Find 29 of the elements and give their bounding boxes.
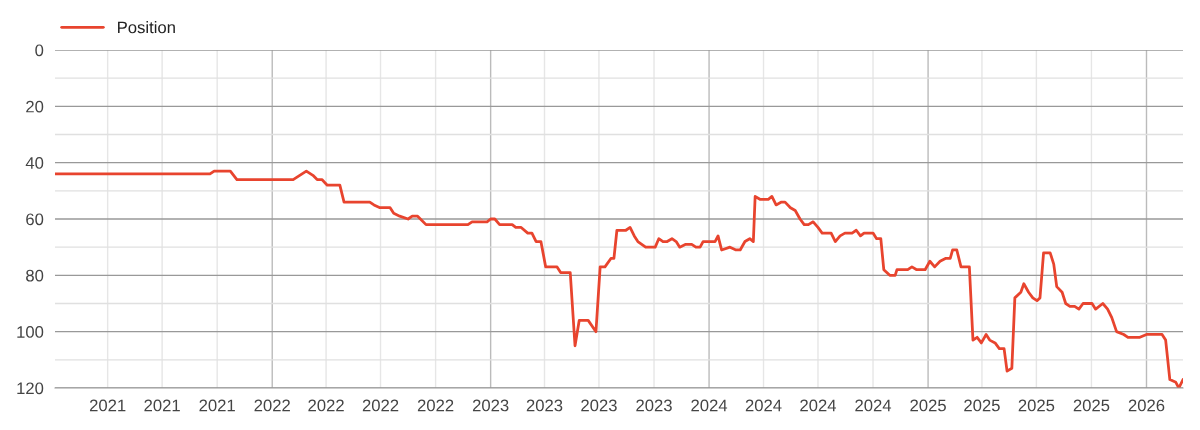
x-tick-label: 2024 xyxy=(800,399,837,412)
x-tick-label: 2025 xyxy=(910,399,946,412)
x-tick-label: 2023 xyxy=(636,399,672,412)
x-tick-label: 2022 xyxy=(417,399,454,412)
x-tick-label: 2024 xyxy=(855,399,892,412)
y-tick-label: 0 xyxy=(35,44,44,57)
x-tick-label: 2022 xyxy=(362,399,399,412)
x-tick-label: 2025 xyxy=(964,399,1000,412)
x-tick-label: 2021 xyxy=(89,399,126,412)
x-tick-label: 2021 xyxy=(144,399,180,412)
x-tick-label: 2026 xyxy=(1128,399,1165,412)
y-tick-label: 60 xyxy=(26,213,44,226)
line-series xyxy=(55,169,1183,388)
x-tick-label: 2022 xyxy=(254,399,290,412)
x-tick-label: 2023 xyxy=(581,399,617,412)
x-tick-label: 2024 xyxy=(745,399,782,412)
y-tick-label: 80 xyxy=(26,269,44,282)
legend-label: Position xyxy=(118,21,175,34)
x-tick-label: 2021 xyxy=(199,399,235,412)
x-tick-label: 2023 xyxy=(526,399,563,412)
y-tick-label: 120 xyxy=(17,382,44,395)
y-tick-label: 100 xyxy=(17,326,44,338)
x-tick-label: 2022 xyxy=(308,399,344,412)
x-tick-label: 2023 xyxy=(472,399,509,412)
x-tick-label: 2025 xyxy=(1073,399,1110,412)
x-tick-label: 2024 xyxy=(691,399,728,412)
y-tick-label: 40 xyxy=(25,157,44,169)
y-tick-label: 20 xyxy=(26,100,44,113)
x-tick-label: 2025 xyxy=(1018,399,1055,412)
